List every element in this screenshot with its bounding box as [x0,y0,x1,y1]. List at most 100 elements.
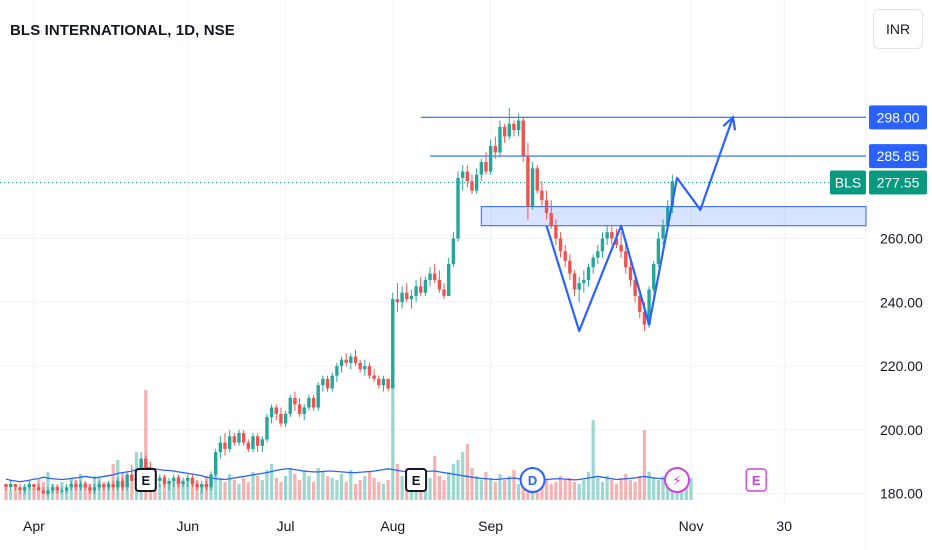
price-tick-label: 240.00 [880,294,923,310]
volume-bar [284,476,288,500]
horizontal-levels[interactable] [0,116,866,184]
candle-body [442,289,446,296]
candle [549,200,553,229]
event-markers[interactable]: E E D ⚡ E [134,467,767,493]
candle-body [74,484,78,488]
candle-body [237,433,241,443]
candle-body [274,407,278,414]
event-dividend-icon[interactable]: D [519,467,546,493]
candle-body [433,273,437,280]
candle [279,407,283,427]
candle [437,270,442,293]
candle-body [120,480,125,488]
candle [223,433,227,456]
candle-body [181,480,185,485]
volume-bar [297,480,302,500]
candle-body [558,238,563,252]
volume-bar [9,490,13,500]
candle [652,260,656,293]
candle-body [41,490,45,494]
volume-bar [433,456,437,500]
event-earnings-icon[interactable]: E [405,468,428,492]
currency-button[interactable]: INR [873,9,923,49]
candle-body [241,433,246,443]
support-zone[interactable] [480,206,867,227]
candle [50,484,55,494]
time-axis[interactable]: Apr Jun Jul Aug Sep Nov 30 [23,518,792,534]
support-zone-rect [480,206,867,227]
volume-bar [302,470,306,500]
candle-body [288,397,292,414]
candle [22,484,27,494]
volume-bar [456,460,460,500]
candle-body [554,225,558,239]
last-price-label: 277.55 [877,175,920,191]
candle-body [437,279,442,290]
candle [381,375,386,392]
candle-body [190,477,195,485]
volume-bar [586,472,591,500]
candle-body [102,484,106,488]
candle [535,165,539,194]
volume-bar [46,472,50,500]
candle-body [610,232,614,239]
candle-body [447,264,451,296]
volume-bar [349,470,353,500]
event-label: D [528,473,537,488]
candle-body [251,436,255,449]
event-split-icon[interactable]: ⚡ [664,467,691,493]
price-axis[interactable]: 180.00 200.00 220.00 240.00 260.00 [880,231,923,502]
candle-body [13,484,18,488]
candle [349,353,353,370]
candle-body [22,487,27,491]
price-tick-label: 180.00 [880,486,923,502]
candle [610,225,614,245]
volume-bar [563,480,567,500]
volume-bar [242,478,246,500]
candle [106,480,111,491]
volume-bar [689,478,693,500]
candle [116,477,120,491]
candle [526,142,530,220]
price-tick-label: 260.00 [880,231,923,247]
volume-bar [228,474,232,500]
candle [92,484,97,494]
volume-bar [102,482,106,500]
candle-body [144,458,148,469]
candle [125,471,129,491]
candle-body [255,436,260,446]
event-frame [405,468,428,492]
candle [274,404,278,421]
candle-body [204,484,209,488]
volume-bar [265,470,269,500]
candle [405,283,409,303]
candle [572,270,577,296]
candle [400,286,404,309]
candle-body [18,487,22,491]
candle [55,484,59,494]
volume-bar [475,476,479,500]
candle-body [544,200,549,213]
candle-body [479,161,484,175]
candle-body [642,311,647,325]
pattern-path[interactable] [545,115,737,333]
candle-body [582,279,586,284]
candle [330,372,334,392]
candle [479,158,484,182]
candle [386,378,390,392]
event-frame [519,467,546,493]
event-earnings-icon[interactable]: E [134,468,157,492]
candle-body [386,378,390,389]
candle-body [498,126,502,153]
volume-bar [633,482,637,500]
candle-body [130,474,134,481]
candle [255,433,260,453]
candle-body [428,273,432,280]
volume-bar [172,480,176,500]
volume-bar [270,464,274,500]
volume-bar [144,390,148,500]
candle [13,484,18,491]
event-earnings_future-icon[interactable]: E [745,468,767,492]
candle-body [158,477,162,481]
